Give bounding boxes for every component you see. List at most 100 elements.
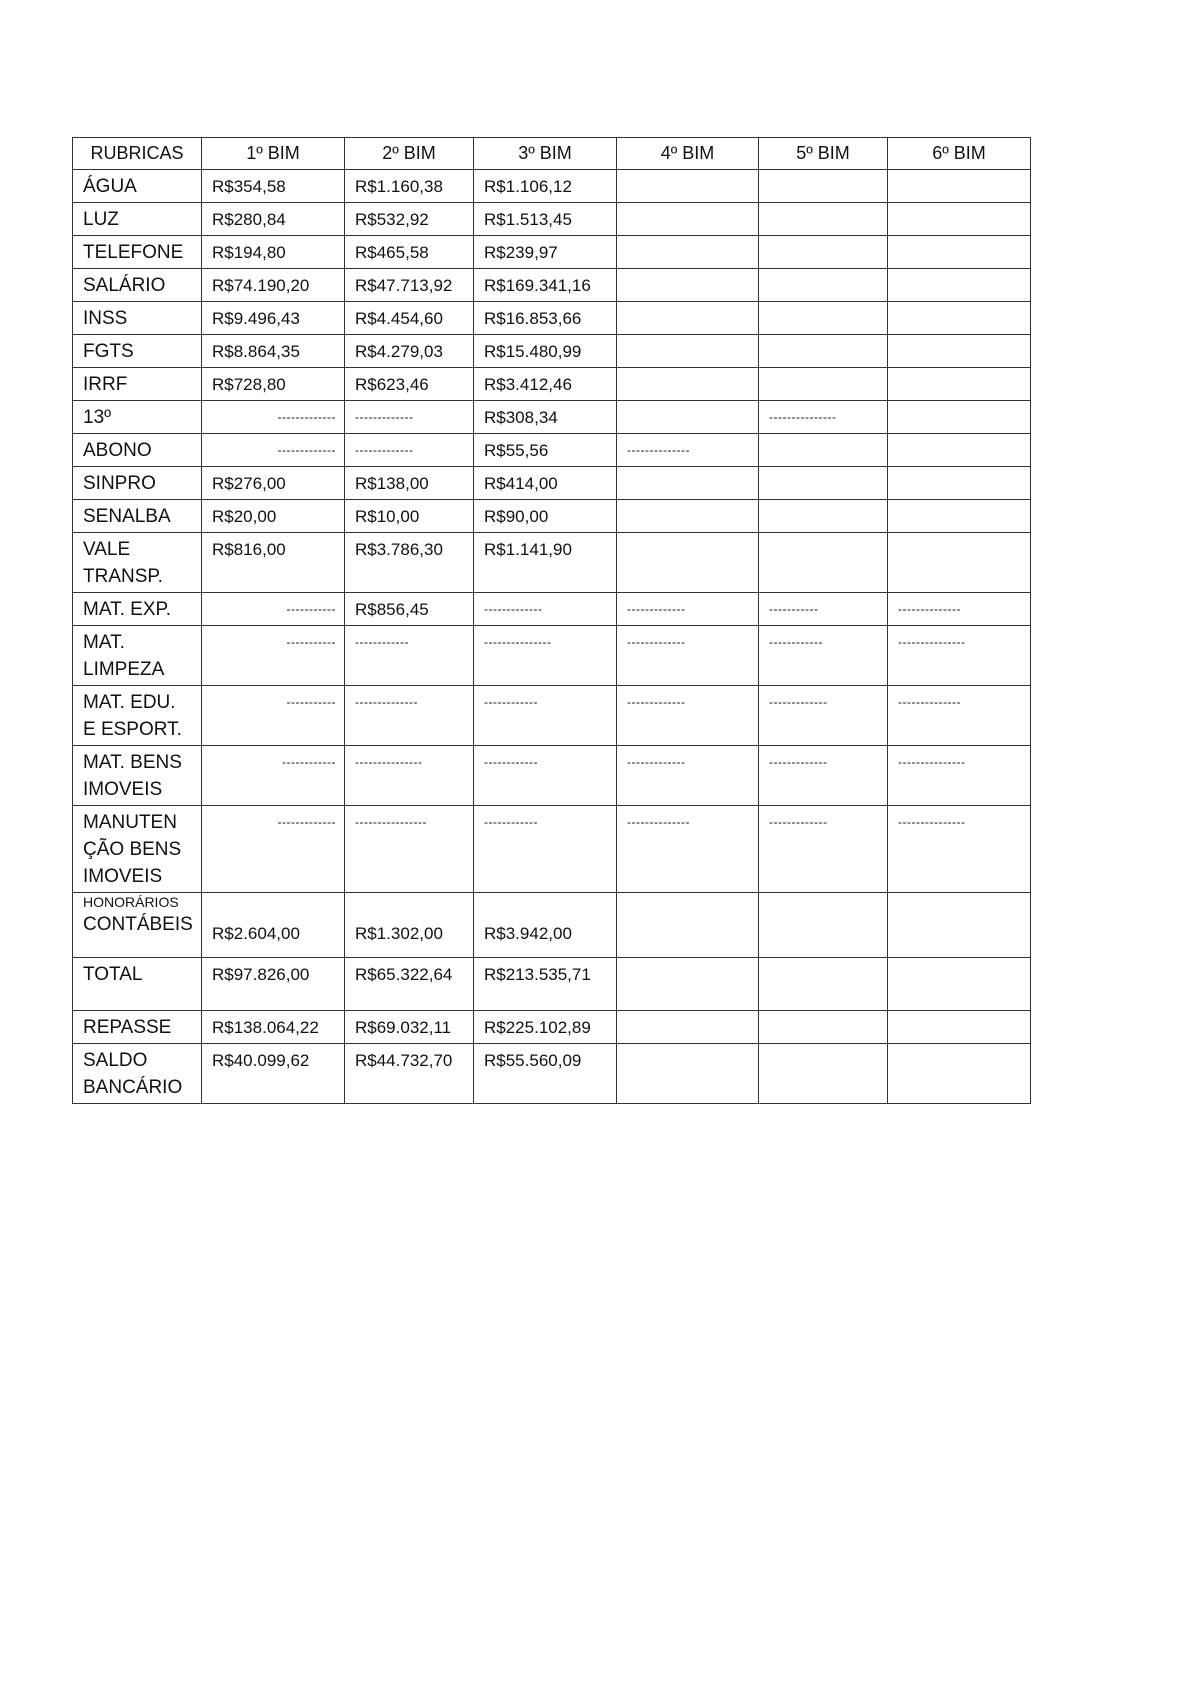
row-label: MAT. BENS IMOVEIS — [72, 745, 202, 806]
value-cell: R$69.032,11 — [344, 1010, 474, 1044]
value-cell — [887, 1043, 1031, 1104]
value-cell — [616, 334, 759, 368]
value-cell — [887, 268, 1031, 302]
table-row: MAT. BENS IMOVEIS ------------ -----------… — [72, 745, 1031, 806]
value-cell — [758, 433, 888, 467]
value-cell: R$1.106,12 — [473, 169, 617, 203]
value-cell — [758, 1010, 888, 1044]
value-cell: R$1.160,38 — [344, 169, 474, 203]
value-cell: --------------- — [887, 805, 1031, 893]
value-cell: -------------- — [344, 685, 474, 746]
column-header: 1º BIM — [201, 137, 345, 170]
value-cell: R$10,00 — [344, 499, 474, 533]
value-cell — [887, 433, 1031, 467]
value-cell: R$3.942,00 — [473, 892, 617, 958]
table-row: SALÁRIO R$74.190,20 R$47.713,92 R$169.341,1… — [72, 268, 1031, 302]
row-label: MANUTEN ÇÃO BENS IMOVEIS — [72, 805, 202, 893]
column-header: 3º BIM — [473, 137, 617, 170]
value-cell: ------------- — [344, 433, 474, 467]
table-row: SALDO BANCÁRIO R$40.099,62 R$44.732,70 R$55… — [72, 1043, 1031, 1104]
row-label: LUZ — [72, 202, 202, 236]
value-cell: ----------- — [201, 625, 345, 686]
value-cell: R$623,46 — [344, 367, 474, 401]
value-cell: R$1.302,00 — [344, 892, 474, 958]
column-header: 4º BIM — [616, 137, 759, 170]
value-cell — [616, 235, 759, 269]
value-cell: R$239,97 — [473, 235, 617, 269]
row-label: SENALBA — [72, 499, 202, 533]
value-cell: R$354,58 — [201, 169, 345, 203]
value-cell: ------------- — [758, 685, 888, 746]
value-cell — [887, 367, 1031, 401]
row-label: REPASSE — [72, 1010, 202, 1044]
value-cell — [758, 268, 888, 302]
value-cell: R$728,80 — [201, 367, 345, 401]
value-cell: --------------- — [344, 745, 474, 806]
row-label-main: CONTÁBEIS — [83, 914, 193, 935]
value-cell: R$465,58 — [344, 235, 474, 269]
value-cell: ------------- — [616, 745, 759, 806]
value-cell: --------------- — [887, 625, 1031, 686]
table-row: INSS R$9.496,43 R$4.454,60 R$16.853,66 — [72, 301, 1031, 335]
value-cell: R$138.064,22 — [201, 1010, 345, 1044]
table-row: REPASSE R$138.064,22 R$69.032,11 R$225.102,… — [72, 1010, 1031, 1044]
table-row: 13º ------------- ------------- R$308,34 ---… — [72, 400, 1031, 434]
table-row: HONORÁRIOS CONTÁBEIS R$2.604,00 R$1.302,00 R… — [72, 892, 1031, 958]
value-cell — [758, 169, 888, 203]
value-cell: ------------- — [616, 685, 759, 746]
row-label: MAT. EDU. E ESPORT. — [72, 685, 202, 746]
value-cell: ------------ — [473, 745, 617, 806]
row-label: INSS — [72, 301, 202, 335]
value-cell — [887, 169, 1031, 203]
value-cell: --------------- — [887, 745, 1031, 806]
row-label-small: HONORÁRIOS — [83, 894, 179, 910]
value-cell — [616, 400, 759, 434]
column-header: RUBRICAS — [72, 137, 202, 170]
row-label: MAT. EXP. — [72, 592, 202, 626]
value-cell — [758, 202, 888, 236]
row-label: FGTS — [72, 334, 202, 368]
value-cell: ------------- — [201, 805, 345, 893]
table-row: MANUTEN ÇÃO BENS IMOVEIS ------------- ---… — [72, 805, 1031, 893]
value-cell: R$856,45 — [344, 592, 474, 626]
value-cell: ---------------- — [344, 805, 474, 893]
value-cell: -------------- — [887, 685, 1031, 746]
value-cell: R$55.560,09 — [473, 1043, 617, 1104]
value-cell: R$225.102,89 — [473, 1010, 617, 1044]
table-row: MAT. LIMPEZA ----------- ------------ -----… — [72, 625, 1031, 686]
row-label: SALDO BANCÁRIO — [72, 1043, 202, 1104]
value-cell: -------------- — [887, 592, 1031, 626]
value-cell: ------------- — [344, 400, 474, 434]
value-cell — [758, 1043, 888, 1104]
value-cell — [616, 1010, 759, 1044]
value-cell: R$8.864,35 — [201, 334, 345, 368]
value-cell — [758, 301, 888, 335]
value-cell: R$47.713,92 — [344, 268, 474, 302]
value-cell: ------------ — [201, 745, 345, 806]
value-cell — [616, 268, 759, 302]
value-cell: R$97.826,00 — [201, 957, 345, 1011]
column-header: 5º BIM — [758, 137, 888, 170]
value-cell — [616, 301, 759, 335]
table-row: IRRF R$728,80 R$623,46 R$3.412,46 — [72, 367, 1031, 401]
row-label: SALÁRIO — [72, 268, 202, 302]
value-cell: R$532,92 — [344, 202, 474, 236]
value-cell: ----------- — [758, 592, 888, 626]
value-cell: ------------ — [758, 625, 888, 686]
value-cell: R$3.412,46 — [473, 367, 617, 401]
value-cell: --------------- — [473, 625, 617, 686]
value-cell — [887, 334, 1031, 368]
value-cell: R$169.341,16 — [473, 268, 617, 302]
row-label: TOTAL — [72, 957, 202, 1011]
table-row: MAT. EDU. E ESPORT. ----------- ----------… — [72, 685, 1031, 746]
value-cell: ----------- — [201, 685, 345, 746]
value-cell — [616, 532, 759, 593]
value-cell — [758, 466, 888, 500]
value-cell: R$194,80 — [201, 235, 345, 269]
value-cell — [616, 202, 759, 236]
value-cell: R$20,00 — [201, 499, 345, 533]
row-label: 13º — [72, 400, 202, 434]
value-cell — [758, 235, 888, 269]
value-cell: R$74.190,20 — [201, 268, 345, 302]
value-cell: R$90,00 — [473, 499, 617, 533]
